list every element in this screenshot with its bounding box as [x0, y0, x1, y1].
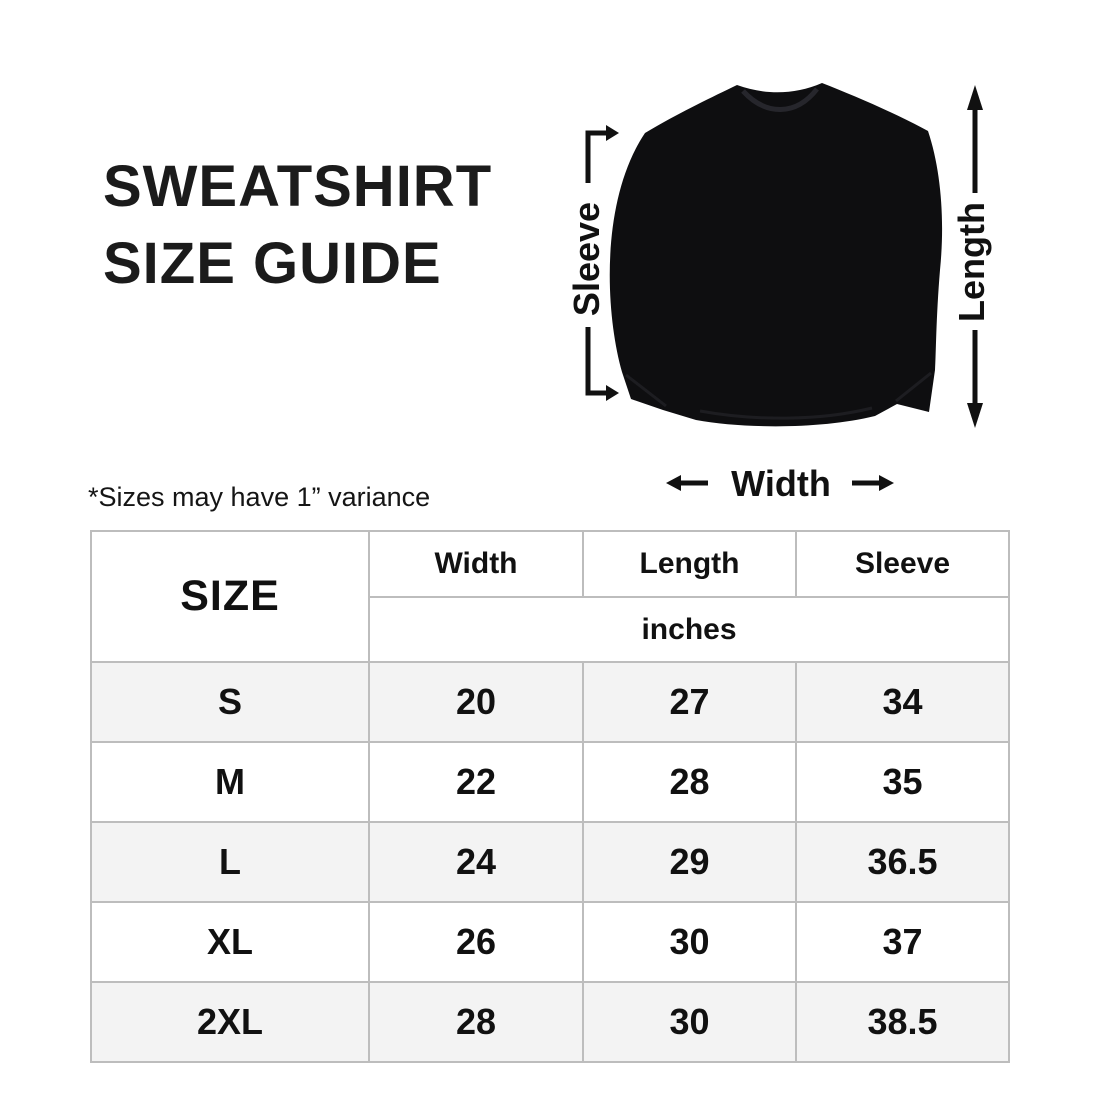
length-cell: 30: [582, 981, 797, 1063]
sweatshirt-illustration: [585, 83, 983, 491]
page-title-line1: SWEATSHIRT: [103, 154, 493, 219]
sleeve-cell: 38.5: [795, 981, 1010, 1063]
size-column-header: SIZE: [90, 530, 370, 663]
length-cell: 30: [582, 901, 797, 983]
table-unit-row: inches: [91, 596, 1010, 663]
sweatshirt-measurement-diagram: Sleeve Length Width: [550, 60, 1020, 520]
column-header-width: Width: [368, 530, 584, 598]
column-header-length: Length: [582, 530, 797, 598]
sleeve-cell: 36.5: [795, 821, 1010, 903]
size-cell: L: [90, 821, 370, 903]
size-table: SIZE Width Length Sleeve inches S 20 27 …: [90, 530, 1010, 1063]
right-cuff-seam: [895, 371, 932, 403]
size-cell: 2XL: [90, 981, 370, 1063]
width-cell: 26: [368, 901, 584, 983]
table-row-2xl: 2XL 28 30 38.5: [90, 981, 1010, 1063]
table-row-m: M 22 28 35: [90, 741, 1010, 823]
page-title-line2: SIZE GUIDE: [103, 231, 442, 296]
length-double-arrow: [967, 85, 983, 428]
width-right-arrow: [852, 475, 894, 491]
length-cell: 29: [582, 821, 797, 903]
table-row-s: S 20 27 34: [90, 661, 1010, 743]
sleeve-cell: 37: [795, 901, 1010, 983]
sleeve-bracket-arrow: [585, 125, 619, 401]
width-left-arrow: [666, 475, 708, 491]
sweatshirt-silhouette: [609, 83, 943, 427]
width-cell: 22: [368, 741, 584, 823]
size-cell: XL: [90, 901, 370, 983]
length-cell: 28: [582, 741, 797, 823]
width-axis-label: Width: [731, 463, 831, 504]
collar-seam: [741, 87, 819, 112]
width-cell: 20: [368, 661, 584, 743]
length-axis-label: Length: [951, 202, 992, 322]
page-title: SWEATSHIRT SIZE GUIDE: [103, 148, 492, 302]
table-row-xl: XL 26 30 37: [90, 901, 1010, 983]
variance-note: *Sizes may have 1” variance: [88, 482, 431, 512]
size-cell: S: [90, 661, 370, 743]
column-header-sleeve: Sleeve: [795, 530, 1010, 598]
sleeve-cell: 35: [795, 741, 1010, 823]
hem-seam: [699, 406, 873, 420]
unit-header: inches: [368, 596, 1010, 663]
width-cell: 28: [368, 981, 584, 1063]
left-cuff-seam: [625, 373, 667, 408]
sleeve-axis-label: Sleeve: [566, 201, 607, 317]
sleeve-cell: 34: [795, 661, 1010, 743]
length-cell: 27: [582, 661, 797, 743]
size-cell: M: [90, 741, 370, 823]
table-row-l: L 24 29 36.5: [90, 821, 1010, 903]
table-header-row: SIZE Width Length Sleeve: [90, 530, 1010, 663]
width-cell: 24: [368, 821, 584, 903]
